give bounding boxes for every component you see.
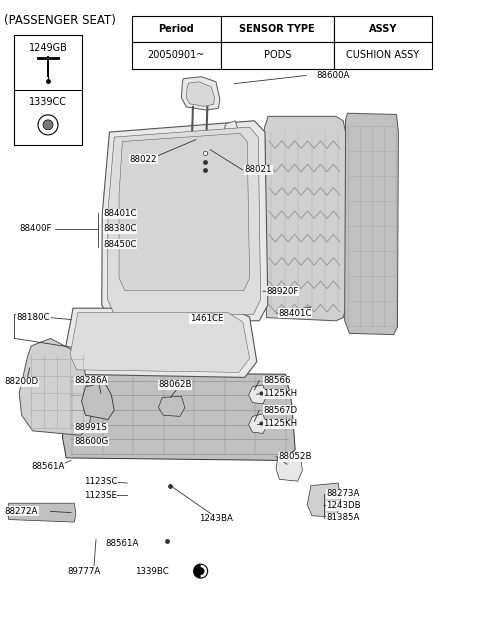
Polygon shape bbox=[249, 385, 266, 404]
Polygon shape bbox=[158, 396, 185, 416]
Circle shape bbox=[197, 567, 204, 575]
Text: 88400F: 88400F bbox=[19, 225, 52, 233]
Text: 88380C: 88380C bbox=[103, 225, 137, 233]
Bar bbox=[221, 16, 334, 42]
Text: 88401C: 88401C bbox=[278, 309, 312, 318]
Text: (PASSENGER SEAT): (PASSENGER SEAT) bbox=[4, 14, 116, 27]
Polygon shape bbox=[186, 82, 215, 106]
Polygon shape bbox=[70, 313, 250, 372]
Polygon shape bbox=[181, 77, 220, 110]
Text: 1243BA: 1243BA bbox=[199, 515, 233, 523]
Text: 1125KH: 1125KH bbox=[263, 420, 297, 428]
Text: 88286A: 88286A bbox=[74, 376, 108, 385]
Text: 88600A: 88600A bbox=[317, 71, 350, 80]
Text: 88561A: 88561A bbox=[106, 539, 139, 548]
Text: 1123SC: 1123SC bbox=[84, 477, 118, 486]
Text: 88450C: 88450C bbox=[103, 240, 137, 248]
Text: 88567D: 88567D bbox=[263, 406, 297, 415]
Text: 20050901~: 20050901~ bbox=[148, 50, 205, 60]
Text: 88273A: 88273A bbox=[326, 489, 360, 498]
Text: 88401C: 88401C bbox=[103, 209, 137, 218]
Text: Period: Period bbox=[158, 24, 194, 34]
Polygon shape bbox=[82, 382, 114, 420]
Text: 88021: 88021 bbox=[245, 165, 272, 174]
Text: 88022: 88022 bbox=[130, 155, 157, 164]
Polygon shape bbox=[8, 503, 76, 522]
Text: 88991S: 88991S bbox=[74, 423, 107, 432]
Text: 1249GB: 1249GB bbox=[29, 43, 67, 53]
Text: 88062B: 88062B bbox=[158, 381, 192, 389]
Text: 1339CC: 1339CC bbox=[29, 97, 67, 107]
Polygon shape bbox=[63, 308, 257, 377]
Text: 88561A: 88561A bbox=[31, 462, 65, 471]
Text: 1461CE: 1461CE bbox=[190, 314, 223, 323]
Text: 88180C: 88180C bbox=[17, 313, 50, 322]
Text: 88272A: 88272A bbox=[5, 507, 38, 516]
Polygon shape bbox=[62, 372, 295, 460]
Text: 88052B: 88052B bbox=[278, 452, 312, 461]
Text: 81385A: 81385A bbox=[326, 513, 360, 522]
Bar bbox=[14, 35, 82, 145]
Polygon shape bbox=[223, 121, 238, 142]
Bar bbox=[334, 42, 432, 69]
Text: 88200D: 88200D bbox=[5, 377, 39, 386]
Text: 1123SE: 1123SE bbox=[84, 491, 117, 499]
Polygon shape bbox=[276, 453, 302, 481]
Wedge shape bbox=[193, 564, 201, 578]
Bar bbox=[132, 42, 221, 69]
Polygon shape bbox=[19, 338, 91, 435]
Polygon shape bbox=[307, 483, 341, 517]
Circle shape bbox=[43, 120, 53, 130]
Text: 1125KH: 1125KH bbox=[263, 389, 297, 398]
Text: 89777A: 89777A bbox=[67, 567, 100, 576]
Text: SENSOR TYPE: SENSOR TYPE bbox=[240, 24, 315, 34]
Polygon shape bbox=[249, 414, 266, 433]
Circle shape bbox=[193, 564, 208, 578]
Text: PODS: PODS bbox=[264, 50, 291, 60]
Text: 1243DB: 1243DB bbox=[326, 501, 361, 510]
Polygon shape bbox=[102, 121, 268, 321]
Text: 88566: 88566 bbox=[263, 376, 290, 385]
Text: CUSHION ASSY: CUSHION ASSY bbox=[346, 50, 420, 60]
Text: 1339BC: 1339BC bbox=[135, 567, 169, 576]
Text: 88920F: 88920F bbox=[266, 287, 299, 296]
Polygon shape bbox=[263, 116, 346, 321]
Bar bbox=[334, 16, 432, 42]
Bar bbox=[132, 16, 221, 42]
Text: ASSY: ASSY bbox=[369, 24, 397, 34]
Polygon shape bbox=[119, 133, 250, 291]
Polygon shape bbox=[108, 127, 261, 314]
Polygon shape bbox=[345, 113, 398, 335]
Bar bbox=[221, 42, 334, 69]
Text: 88600G: 88600G bbox=[74, 437, 108, 446]
